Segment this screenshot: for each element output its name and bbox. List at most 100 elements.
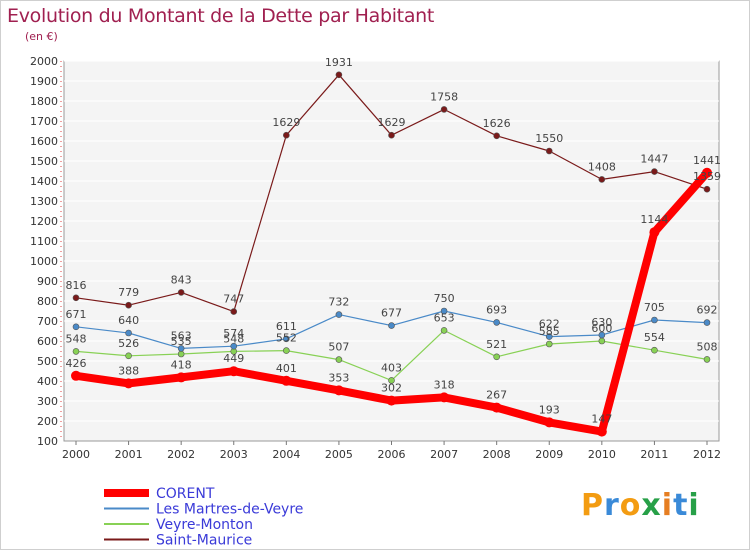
data-label: 1359: [693, 170, 721, 183]
data-point: [123, 378, 134, 389]
y-tick-label: 200: [37, 415, 58, 428]
data-label: 600: [591, 322, 612, 335]
data-label: 1758: [430, 90, 458, 103]
x-tick-label: 2006: [378, 448, 406, 461]
data-label: 521: [486, 338, 507, 351]
data-label: 705: [644, 301, 665, 314]
data-point: [230, 308, 238, 315]
data-point: [72, 348, 80, 355]
data-label: 585: [539, 325, 560, 338]
data-point: [72, 323, 80, 331]
x-tick-label: 2004: [272, 448, 300, 461]
legend-label: Saint-Maurice: [156, 533, 252, 549]
data-point: [493, 132, 500, 140]
data-label: 563: [171, 329, 192, 342]
data-label: 1144: [640, 213, 668, 226]
data-label: 535: [171, 335, 192, 348]
data-point: [651, 168, 658, 175]
data-label: 267: [486, 389, 507, 402]
data-label: 147: [591, 413, 612, 426]
data-label: 747: [223, 293, 244, 306]
logo-letter: i: [661, 488, 674, 523]
chart-subtitle: (en €): [25, 30, 58, 43]
data-point: [125, 329, 132, 337]
y-tick-label: 1400: [30, 175, 58, 188]
y-tick-label: 600: [37, 335, 58, 348]
x-tick-label: 2001: [115, 448, 143, 461]
y-tick-label: 100: [37, 435, 58, 448]
data-label: 816: [66, 279, 87, 292]
data-point: [651, 346, 658, 354]
data-label: 353: [328, 371, 349, 384]
data-label: 508: [697, 340, 718, 353]
data-label: 552: [276, 332, 297, 345]
y-tick-label: 1000: [30, 255, 58, 268]
x-tick-label: 2000: [62, 448, 90, 461]
y-tick-label: 300: [37, 395, 58, 408]
data-label: 622: [539, 318, 560, 331]
data-label: 554: [644, 331, 665, 344]
data-point: [491, 402, 502, 413]
data-point: [72, 294, 80, 302]
data-label: 318: [434, 378, 455, 391]
data-point: [230, 342, 238, 350]
data-label: 640: [118, 314, 139, 327]
logo-letter: x: [641, 488, 662, 523]
y-tick-label: 400: [37, 375, 58, 388]
data-point: [440, 106, 448, 113]
y-tick-label: 1700: [30, 115, 58, 128]
data-label: 388: [118, 364, 139, 377]
x-tick-label: 2007: [430, 448, 458, 461]
y-tick-label: 500: [37, 355, 58, 368]
data-label: 1931: [325, 56, 353, 69]
legend-label: Les Martres-de-Veyre: [156, 502, 303, 518]
data-label: 1626: [483, 117, 511, 130]
data-point: [388, 131, 395, 139]
data-point: [335, 311, 343, 318]
chart-title: Evolution du Montant de la Dette par Hab…: [7, 5, 435, 27]
data-point: [281, 375, 292, 386]
data-point: [703, 319, 711, 326]
data-point: [703, 356, 711, 363]
data-label: 449: [223, 352, 244, 365]
data-point: [333, 385, 344, 396]
x-tick-label: 2011: [640, 448, 668, 461]
data-label: 1408: [588, 160, 616, 173]
data-point: [649, 227, 660, 238]
y-tick-label: 2000: [30, 55, 58, 68]
data-label: 779: [118, 286, 139, 299]
data-point: [545, 333, 553, 340]
x-tick-label: 2010: [588, 448, 616, 461]
data-label: 611: [276, 320, 297, 333]
logo-letter: r: [604, 488, 620, 523]
data-label: 1441: [693, 154, 721, 167]
data-point: [544, 417, 555, 428]
data-point: [439, 392, 450, 403]
y-tick-label: 700: [37, 315, 58, 328]
logo-letter: i: [688, 488, 700, 523]
data-label: 507: [328, 341, 349, 354]
data-point: [598, 337, 606, 345]
data-point: [440, 307, 448, 315]
x-tick-label: 2008: [483, 448, 511, 461]
data-point: [283, 347, 290, 354]
y-tick-label: 800: [37, 295, 58, 308]
data-point: [388, 377, 395, 384]
y-tick-label: 1900: [30, 75, 58, 88]
data-point: [440, 327, 448, 334]
legend-label: Veyre-Monton: [156, 517, 253, 533]
data-point: [598, 176, 606, 183]
x-tick-label: 2005: [325, 448, 353, 461]
y-tick-label: 1800: [30, 95, 58, 108]
data-point: [493, 353, 500, 361]
data-point: [651, 316, 658, 324]
data-point: [125, 301, 132, 309]
data-label: 1550: [535, 132, 563, 145]
data-label: 750: [434, 292, 455, 305]
data-point: [596, 426, 607, 437]
data-point: [177, 345, 185, 352]
data-point: [177, 289, 185, 296]
proxiti-logo: Proxiti: [581, 488, 700, 523]
data-point: [702, 167, 712, 178]
